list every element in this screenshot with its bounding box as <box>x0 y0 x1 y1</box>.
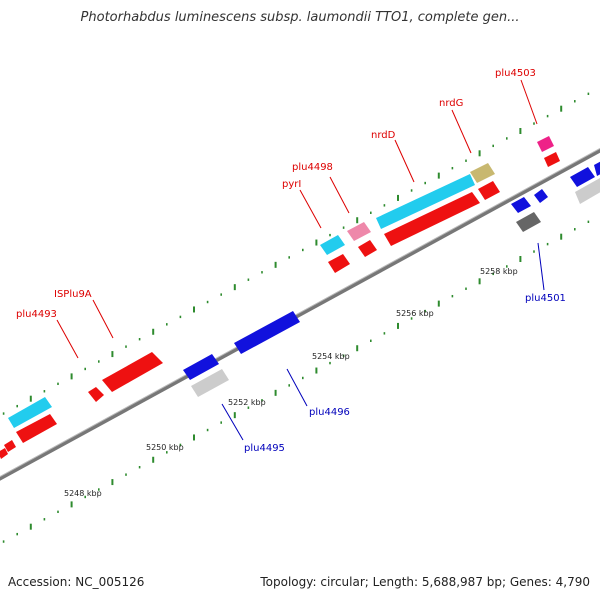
scale-labels: 5248 kbp 5250 kbp 5252 kbp 5254 kbp 5256… <box>64 267 518 498</box>
gene-darkgrey-plu4501[interactable] <box>516 212 541 232</box>
gene-cyan-nrdD[interactable] <box>376 174 475 229</box>
reverse-strand-genes <box>183 159 600 397</box>
gene-label-nrdd[interactable]: nrdD <box>371 130 396 141</box>
gene-arrow[interactable] <box>384 192 480 246</box>
gene-arrow[interactable] <box>102 352 163 392</box>
map-title: Photorhabdus luminescens subsp. laumondi… <box>80 10 520 25</box>
gene-arrow[interactable] <box>0 448 8 459</box>
gene-blue[interactable] <box>594 159 600 176</box>
scale-label-5254: 5254 kbp <box>312 352 350 361</box>
gene-cyan-pyrI[interactable] <box>320 235 345 255</box>
accession-text: Accession: NC_005126 <box>8 575 145 589</box>
gene-blue[interactable] <box>534 189 548 203</box>
gene-cyan[interactable] <box>8 397 52 428</box>
gene-label-pyri[interactable]: pyrI <box>282 179 301 190</box>
gene-blue-plu4495[interactable] <box>183 354 219 380</box>
gene-arrow[interactable] <box>4 440 16 452</box>
gene-label-plu4495[interactable]: plu4495 <box>244 443 285 454</box>
genome-summary-text: Topology: circular; Length: 5,688,987 bp… <box>260 575 590 589</box>
scale-label-5258: 5258 kbp <box>480 267 518 276</box>
gene-pink-plu4498[interactable] <box>347 222 371 241</box>
gene-olive-nrdG[interactable] <box>470 163 495 183</box>
gene-label-isplu9a[interactable]: ISPlu9A <box>54 289 92 300</box>
gene-label-plu4503[interactable]: plu4503 <box>495 68 536 79</box>
scale-label-5248: 5248 kbp <box>64 489 102 498</box>
scale-label-5252: 5252 kbp <box>228 398 266 407</box>
gene-arrow[interactable] <box>88 387 104 402</box>
gene-arrow[interactable] <box>478 181 500 200</box>
gene-label-plu4493[interactable]: plu4493 <box>16 309 57 320</box>
gene-blue-plu4496[interactable] <box>234 311 300 354</box>
gene-grey[interactable] <box>575 178 600 204</box>
label-leaders <box>56 79 545 441</box>
genome-backbone <box>0 147 600 481</box>
gene-label-nrdg[interactable]: nrdG <box>439 98 463 109</box>
gene-arrow[interactable] <box>328 254 350 273</box>
gene-arrow[interactable] <box>358 240 377 257</box>
gene-label-plu4496[interactable]: plu4496 <box>309 407 350 418</box>
gene-arrow[interactable] <box>16 414 57 443</box>
tick-tracks <box>2 92 590 543</box>
forward-gene-labels: plu4493 ISPlu9A pyrI plu4498 nrdD nrdG p… <box>16 68 536 320</box>
gene-label-plu4501[interactable]: plu4501 <box>525 293 566 304</box>
gene-blue[interactable] <box>570 167 595 187</box>
gene-magenta-plu4503[interactable] <box>537 136 554 152</box>
scale-label-5256: 5256 kbp <box>396 309 434 318</box>
forward-strand-genes <box>0 136 560 459</box>
gene-label-plu4498[interactable]: plu4498 <box>292 162 333 173</box>
reverse-gene-labels: plu4495 plu4496 plu4501 <box>244 293 566 454</box>
gene-arrow[interactable] <box>544 152 560 167</box>
gene-blue[interactable] <box>511 197 531 213</box>
gene-grey[interactable] <box>191 369 229 397</box>
scale-label-5250: 5250 kbp <box>146 443 184 452</box>
